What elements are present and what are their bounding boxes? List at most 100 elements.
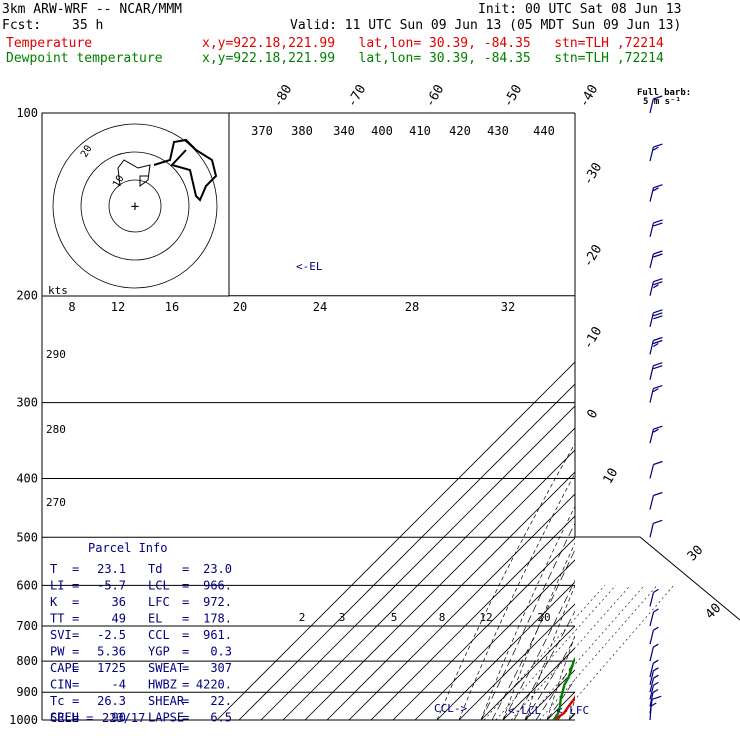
mixing-ratio-label: 8 <box>439 611 446 624</box>
mixing-ratio-line <box>525 585 645 720</box>
hodograph-ring-label: 10 <box>111 174 127 190</box>
isotherm-line <box>216 361 575 720</box>
moist-adiabat-line <box>524 637 575 720</box>
isotherm-label: 0 <box>585 407 602 421</box>
parcel-info-cell: 307 <box>210 661 232 675</box>
dry-adiabat-line <box>436 442 575 720</box>
barb-legend-line2: 5 m s⁻¹ <box>643 97 681 107</box>
moist-adiabat-line <box>480 522 575 720</box>
wind-barb <box>649 184 663 202</box>
hodograph-ring <box>52 123 218 289</box>
parcel-info-cell: 26.3 <box>97 694 126 708</box>
parcel-info-cell: = <box>72 628 79 642</box>
level-marker: <-LCL <box>508 704 541 717</box>
parcel-info-cell: -4 <box>112 678 126 692</box>
parcel-info-cell: 5.36 <box>97 645 126 659</box>
parcel-info-cell: EL <box>148 612 162 626</box>
parcel-info-cell: 23.1 <box>97 562 126 576</box>
speed-scale-label: 28 <box>405 300 419 314</box>
hodograph-trace-inner <box>117 159 151 187</box>
parcel-info-cell: = <box>72 612 79 626</box>
parcel-info-cell: SWEAT <box>148 661 184 675</box>
isotherm-line <box>348 493 575 720</box>
dry-adiabat-line <box>699 113 740 733</box>
theta-scale-label: 340 <box>333 124 355 138</box>
init-time: Init: 00 UTC Sat 08 Jun 13 <box>478 2 682 17</box>
parcel-info-cell: = <box>72 661 79 675</box>
theta-scale-label: 430 <box>487 124 509 138</box>
theta-scale-label: 440 <box>533 124 555 138</box>
model-title: 3km ARW-WRF -- NCAR/MMM <box>2 2 183 17</box>
isotherm-line <box>436 581 575 720</box>
moist-adiabat-line <box>568 711 575 720</box>
parcel-info-cell: T <box>50 562 57 576</box>
sounding-profiles <box>552 656 575 720</box>
wind-barb <box>649 626 659 645</box>
isotherm-line <box>370 515 575 720</box>
cell-value: 223/17 <box>102 711 145 725</box>
equilibrium-level-marker: <-EL <box>296 260 323 273</box>
parcel-info-cell: 49 <box>112 612 126 626</box>
pressure-label: 400 <box>16 471 38 485</box>
parcel-info-cell: 23.0 <box>203 562 232 576</box>
isotherm-label: -80 <box>271 82 296 110</box>
forecast-label: Fcst: <box>2 18 42 33</box>
mixing-ratio-label: 2 <box>299 611 306 624</box>
parcel-info-cell: = <box>72 595 79 609</box>
parcel-info-cell: PW <box>50 645 65 659</box>
moist-adiabat-line <box>502 579 575 720</box>
isotherm-label: 30 <box>685 543 707 565</box>
isotherm-label: 10 <box>601 466 622 487</box>
parcel-info-cell: SREH <box>50 711 79 725</box>
parcel-info-cell: LAPSE <box>148 711 184 725</box>
parcel-info-cell: = <box>72 678 79 692</box>
cell-label: CELL = <box>50 711 93 725</box>
dry-adiabat-line <box>588 113 740 733</box>
parcel-info-cell: Td <box>148 562 162 576</box>
parcel-info-cell: 90 <box>112 711 126 725</box>
dry-adiabat-line <box>546 634 575 720</box>
parcel-info-cell: 4220. <box>196 678 232 692</box>
mixing-ratio-label: 12 <box>479 611 492 624</box>
parcel-info-cell: = <box>182 711 189 725</box>
wind-barbs <box>649 95 663 721</box>
isotherm-label: -10 <box>581 324 606 352</box>
wind-barb <box>649 588 659 607</box>
parcel-info-cell: -5.7 <box>97 579 126 593</box>
dry-adiabat-line <box>524 584 575 720</box>
parcel-info-cell: 961. <box>203 628 232 642</box>
dewpoint-legend-label: Dewpoint temperature <box>6 51 163 66</box>
parcel-info-cell: LI <box>50 579 64 593</box>
dewpoint-station-info: x,y=922.18,221.99 lat,lon= 30.39, -84.35… <box>202 51 664 66</box>
dry-adiabat-line <box>655 113 740 733</box>
isotherm-line <box>546 691 575 720</box>
parcel-info-cell: HWBZ <box>148 678 177 692</box>
parcel-info-cell: = <box>182 694 189 708</box>
isotherms <box>216 361 575 720</box>
moist-adiabat-line <box>546 678 575 720</box>
theta-scale-label: 380 <box>291 124 313 138</box>
wind-barb <box>649 674 659 693</box>
speed-scale-label: 12 <box>111 300 125 314</box>
parcel-info-cell: CAPE <box>50 661 79 675</box>
parcel-info-cell: = <box>182 678 189 692</box>
wind-barb <box>649 667 659 685</box>
dry-adiabat-line <box>610 113 740 733</box>
mixing-ratio-line <box>483 585 606 720</box>
dry-adiabat-line <box>480 505 575 720</box>
dry-adiabat-line <box>568 697 575 720</box>
isotherm-line <box>260 405 575 720</box>
parcel-info-panel: Parcel Info T = 23.1 Td = 23.0 LI = -5.7 LCL = 966.… <box>50 541 232 725</box>
forecast-hours: 35 h <box>72 18 104 33</box>
valid-time: Valid: 11 UTC Sun 09 Jun 13 (05 MDT Sun … <box>290 18 682 33</box>
wind-barb <box>649 491 663 510</box>
wind-barb <box>649 385 663 403</box>
isotherm-line <box>304 449 575 720</box>
theta-scale-label: 370 <box>251 124 273 138</box>
wind-barb <box>649 519 663 538</box>
pressure-label: 200 <box>16 289 38 303</box>
mixing-ratio-lines <box>483 585 675 720</box>
parcel-info-cell: = <box>72 579 79 593</box>
pressure-label: 800 <box>16 654 38 668</box>
